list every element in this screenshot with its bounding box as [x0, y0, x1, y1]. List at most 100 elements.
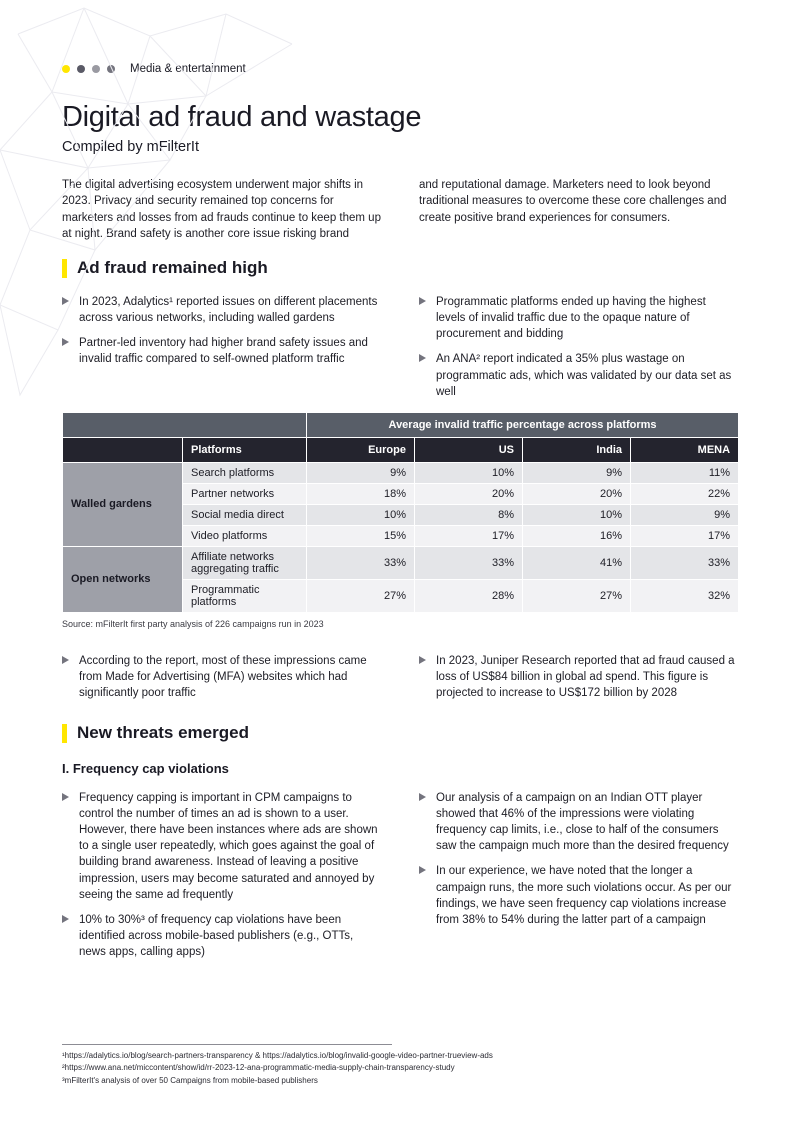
platform-cell: Social media direct — [182, 503, 307, 526]
bullet-text: 10% to 30%³ of frequency cap violations … — [79, 913, 354, 958]
value-cell: 17% — [414, 524, 523, 547]
bullet-text: In 2023, Juniper Research reported that … — [436, 654, 735, 699]
platform-cell: Programmatic platforms — [182, 578, 307, 613]
value-cell: 10% — [414, 461, 523, 484]
bullet-text: Our analysis of a campaign on an Indian … — [436, 792, 729, 853]
table-source-note: Source: mFilterIt first party analysis o… — [62, 618, 324, 629]
table-group-column-header — [62, 436, 183, 463]
yellow-bar-icon — [62, 723, 67, 743]
value-cell: 8% — [414, 503, 523, 526]
value-cell: 22% — [629, 482, 740, 505]
brand-dot-yellow-icon — [62, 65, 70, 73]
triangle-bullet-icon — [419, 793, 426, 802]
section-title: New threats emerged — [77, 723, 249, 743]
bullet-text: In 2023, Adalytics¹ reported issues on d… — [79, 296, 378, 325]
value-cell: 9% — [522, 461, 631, 484]
value-cell: 28% — [414, 578, 523, 613]
bullet-column-right: Programmatic platforms ended up having t… — [419, 294, 738, 400]
triangle-bullet-icon — [62, 914, 69, 923]
triangle-bullet-icon — [419, 297, 426, 306]
bullet-item: In 2023, Juniper Research reported that … — [419, 653, 738, 701]
bullet-text: According to the report, most of these i… — [79, 654, 367, 699]
value-cell: 10% — [306, 503, 415, 526]
value-cell: 32% — [629, 578, 740, 613]
invalid-traffic-table: Average invalid traffic percentage acros… — [62, 411, 740, 613]
platform-cell: Partner networks — [182, 482, 307, 505]
table-column-header: India — [522, 436, 631, 463]
value-cell: 33% — [306, 545, 415, 580]
footnote-text: ³mFilterIt's analysis of over 50 Campaig… — [62, 1075, 318, 1085]
intro-paragraph-right: and reputational damage. Marketers need … — [419, 178, 727, 224]
triangle-bullet-icon — [419, 655, 426, 664]
bullet-item: 10% to 30%³ of frequency cap violations … — [62, 912, 381, 960]
section-heading-ad-fraud: Ad fraud remained high — [62, 258, 738, 278]
ad-fraud-bullets: In 2023, Adalytics¹ reported issues on d… — [62, 294, 738, 400]
subsection-heading-frequency-cap: I. Frequency cap violations — [62, 761, 229, 777]
bullet-column-right: Our analysis of a campaign on an Indian … — [419, 790, 738, 960]
section-title: Ad fraud remained high — [77, 258, 268, 278]
footnote-link[interactable]: ²https://www.ana.net/miccontent/show/id/… — [62, 1063, 455, 1073]
value-cell: 10% — [522, 503, 631, 526]
bullet-text: Programmatic platforms ended up having t… — [436, 296, 706, 341]
category-label: Media & entertainment — [130, 63, 246, 75]
intro-paragraph-left: The digital advertising ecosystem underw… — [62, 178, 381, 240]
bullet-item: In our experience, we have noted that th… — [419, 863, 738, 927]
brand-dot-gray-icon — [107, 65, 115, 73]
bullet-column-left: In 2023, Adalytics¹ reported issues on d… — [62, 294, 381, 400]
page-title: Digital ad fraud and wastage — [62, 101, 422, 133]
value-cell: 33% — [629, 545, 740, 580]
table-spanning-header: Average invalid traffic percentage acros… — [305, 411, 740, 438]
footnotes: ¹https://adalytics.io/blog/search-partne… — [62, 1044, 738, 1087]
bullet-text: Frequency capping is important in CPM ca… — [79, 792, 378, 901]
value-cell: 9% — [629, 503, 740, 526]
value-cell: 20% — [522, 482, 631, 505]
bullet-item: In 2023, Adalytics¹ reported issues on d… — [62, 294, 381, 326]
triangle-bullet-icon — [419, 866, 426, 875]
value-cell: 33% — [414, 545, 523, 580]
triangle-bullet-icon — [62, 655, 69, 664]
value-cell: 41% — [522, 545, 631, 580]
value-cell: 11% — [629, 461, 740, 484]
value-cell: 27% — [306, 578, 415, 613]
bullet-column-left: According to the report, most of these i… — [62, 653, 381, 701]
bullet-text: An ANA² report indicated a 35% plus wast… — [436, 353, 732, 398]
page-subtitle: Compiled by mFilterIt — [62, 138, 199, 155]
group-cell-open-networks: Open networks — [62, 545, 183, 613]
table-corner-cell — [62, 411, 307, 438]
value-cell: 16% — [522, 524, 631, 547]
value-cell: 27% — [522, 578, 631, 613]
triangle-bullet-icon — [62, 793, 69, 802]
bullet-item: Our analysis of a campaign on an Indian … — [419, 790, 738, 854]
brand-dot-gray-icon — [92, 65, 100, 73]
bullet-text: Partner-led inventory had higher brand s… — [79, 337, 368, 366]
value-cell: 15% — [306, 524, 415, 547]
value-cell: 17% — [629, 524, 740, 547]
table-column-header: US — [414, 436, 523, 463]
footnote-link[interactable]: ¹https://adalytics.io/blog/search-partne… — [62, 1051, 493, 1060]
triangle-bullet-icon — [62, 338, 69, 347]
bullet-item: An ANA² report indicated a 35% plus wast… — [419, 351, 738, 399]
section-heading-new-threats: New threats emerged — [62, 723, 738, 743]
table-column-header: Europe — [306, 436, 415, 463]
bullet-text: In our experience, we have noted that th… — [436, 865, 732, 926]
brand-dot-gray-icon — [77, 65, 85, 73]
new-threats-bullets: Frequency capping is important in CPM ca… — [62, 790, 738, 960]
bullet-item: According to the report, most of these i… — [62, 653, 381, 701]
table-column-header: MENA — [629, 436, 740, 463]
yellow-bar-icon — [62, 258, 67, 278]
platform-cell: Search platforms — [182, 461, 307, 484]
bullet-item: Partner-led inventory had higher brand s… — [62, 335, 381, 367]
platform-cell: Affiliate networks aggregating traffic — [182, 545, 307, 580]
value-cell: 20% — [414, 482, 523, 505]
brand-dots: Media & entertainment — [62, 63, 738, 75]
platform-cell: Video platforms — [182, 524, 307, 547]
value-cell: 18% — [306, 482, 415, 505]
group-cell-walled-gardens: Walled gardens — [62, 461, 183, 547]
triangle-bullet-icon — [62, 297, 69, 306]
bullet-item: Frequency capping is important in CPM ca… — [62, 790, 381, 903]
triangle-bullet-icon — [419, 354, 426, 363]
intro-section: The digital advertising ecosystem underw… — [62, 177, 738, 242]
bullet-column-right: In 2023, Juniper Research reported that … — [419, 653, 738, 701]
value-cell: 9% — [306, 461, 415, 484]
